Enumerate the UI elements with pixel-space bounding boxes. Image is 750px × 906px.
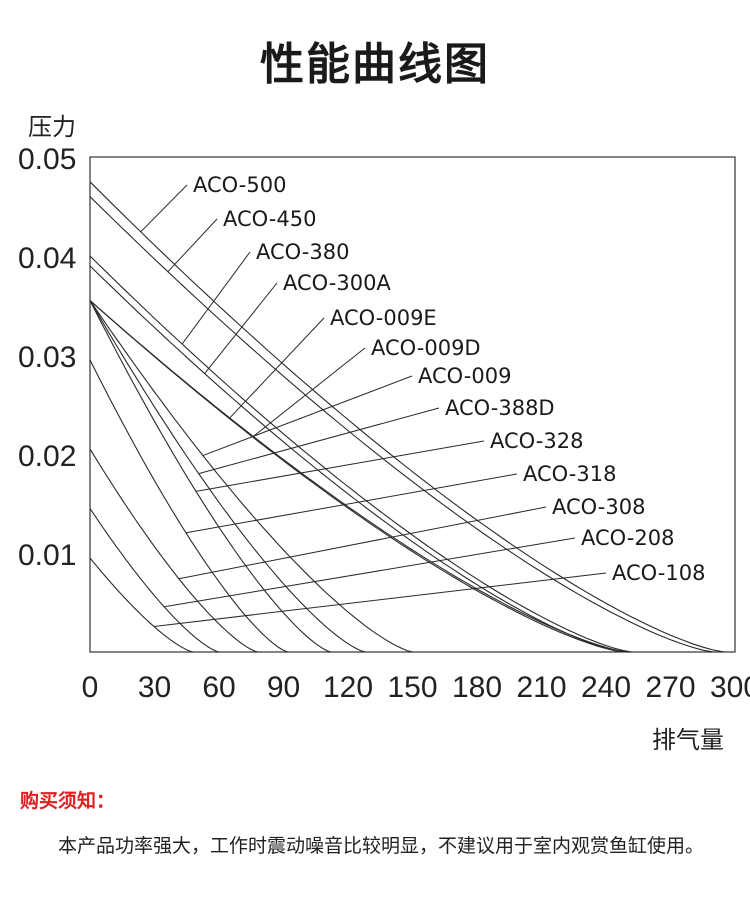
series-label: ACO-318 [523, 462, 616, 486]
curve-aco-318 [89, 359, 288, 653]
x-tick-label: 300 [710, 671, 750, 704]
x-tick-label: 240 [581, 671, 631, 704]
leader-line [229, 317, 325, 419]
leader-line [252, 347, 366, 438]
series-label: ACO-009E [330, 306, 437, 330]
y-tick-label: 0.01 [18, 539, 76, 572]
curve-aco-208 [89, 508, 220, 653]
leader-line [195, 440, 485, 492]
leader-line [181, 251, 251, 345]
series-label: ACO-450 [223, 207, 316, 231]
series-label: ACO-380 [256, 240, 349, 264]
leader-line [153, 572, 607, 628]
x-tick-label: 90 [267, 671, 300, 704]
leader-line [198, 407, 440, 475]
curve-aco-380 [89, 255, 632, 653]
y-tick-label: 0.04 [18, 242, 76, 275]
leader-line [204, 282, 278, 374]
curve-aco-108 [89, 557, 194, 653]
series-label: ACO-009 [418, 364, 511, 388]
curve-aco-308 [89, 448, 258, 653]
x-tick-label: 270 [645, 671, 695, 704]
x-tick-label: 210 [516, 671, 566, 704]
series-label: ACO-308 [552, 495, 645, 519]
series-label: ACO-300A [283, 271, 391, 295]
y-tick-label: 0.02 [18, 440, 76, 473]
y-tick-label: 0.03 [18, 341, 76, 374]
series-label: ACO-208 [581, 526, 674, 550]
x-tick-label: 30 [138, 671, 171, 704]
x-tick-label: 60 [202, 671, 235, 704]
leader-line [185, 473, 518, 534]
performance-chart: 压力 0.01 0.02 0.03 0.04 0.05 0 30 60 90 120 150 180 21… [18, 113, 750, 754]
leader-line [164, 537, 576, 608]
curve-aco-388d [89, 300, 366, 653]
y-axis-label: 压力 [28, 113, 76, 141]
series-label: ACO-009D [371, 336, 481, 360]
leader-line [202, 375, 413, 456]
curve-aco-500 [89, 181, 725, 653]
series-label: ACO-388D [445, 396, 555, 420]
leader-line [167, 218, 218, 273]
y-tick-label: 0.05 [18, 143, 76, 176]
series-label: ACO-500 [193, 173, 286, 197]
series-label: ACO-108 [612, 561, 705, 585]
series-label: ACO-328 [490, 429, 583, 453]
notice-heading: 购买须知： [20, 790, 116, 812]
x-tick-label: 150 [387, 671, 437, 704]
leader-line [178, 506, 547, 580]
notice-body: 本产品功率强大，工作时震动噪音比较明显，不建议用于室内观赏鱼缸使用。 [58, 835, 705, 857]
x-tick-label: 120 [323, 671, 373, 704]
x-tick-label: 180 [452, 671, 502, 704]
curve-aco-328 [89, 300, 331, 653]
chart-title: 性能曲线图 [260, 39, 490, 90]
curve-aco-009 [89, 300, 413, 653]
curve-aco-450 [89, 196, 714, 653]
curve-aco-300a [89, 265, 624, 653]
x-tick-label: 0 [82, 671, 99, 704]
x-axis-label: 排气量 [652, 726, 724, 754]
curve-aco-009d [89, 300, 624, 653]
leader-line [140, 184, 188, 233]
